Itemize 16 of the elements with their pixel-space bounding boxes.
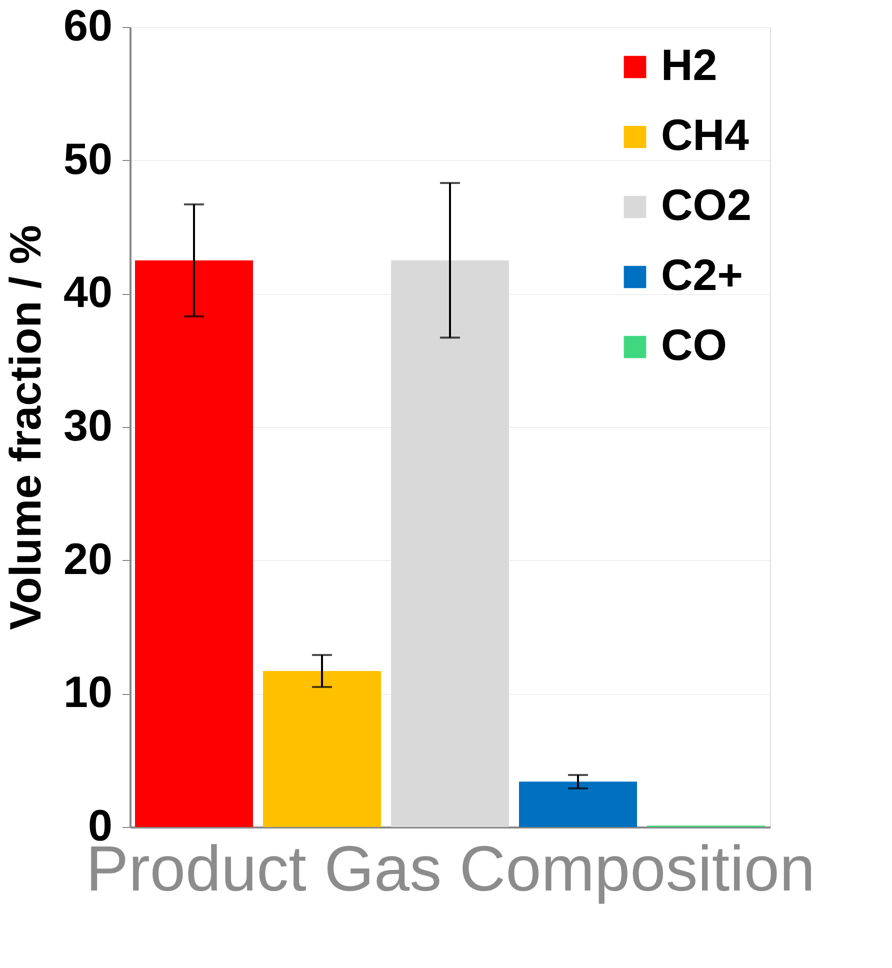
bar <box>391 260 509 827</box>
legend-label: C2+ <box>661 251 743 300</box>
y-tick-label: 50 <box>64 134 112 184</box>
bar <box>519 782 637 827</box>
bar <box>135 260 253 827</box>
y-tick-label: 30 <box>64 402 112 450</box>
y-tick-label: 10 <box>64 668 112 718</box>
legend-label: H2 <box>661 41 718 90</box>
bar <box>263 671 381 827</box>
y-axis-title: Volume fraction / % <box>2 224 51 630</box>
legend-label: CO <box>661 321 727 370</box>
legend-label: CH4 <box>661 111 750 160</box>
y-tick-label: 60 <box>64 2 112 50</box>
y-tick-label: 20 <box>64 534 112 584</box>
legend-label: CO2 <box>661 181 752 230</box>
y-tick-label: 40 <box>64 268 112 318</box>
